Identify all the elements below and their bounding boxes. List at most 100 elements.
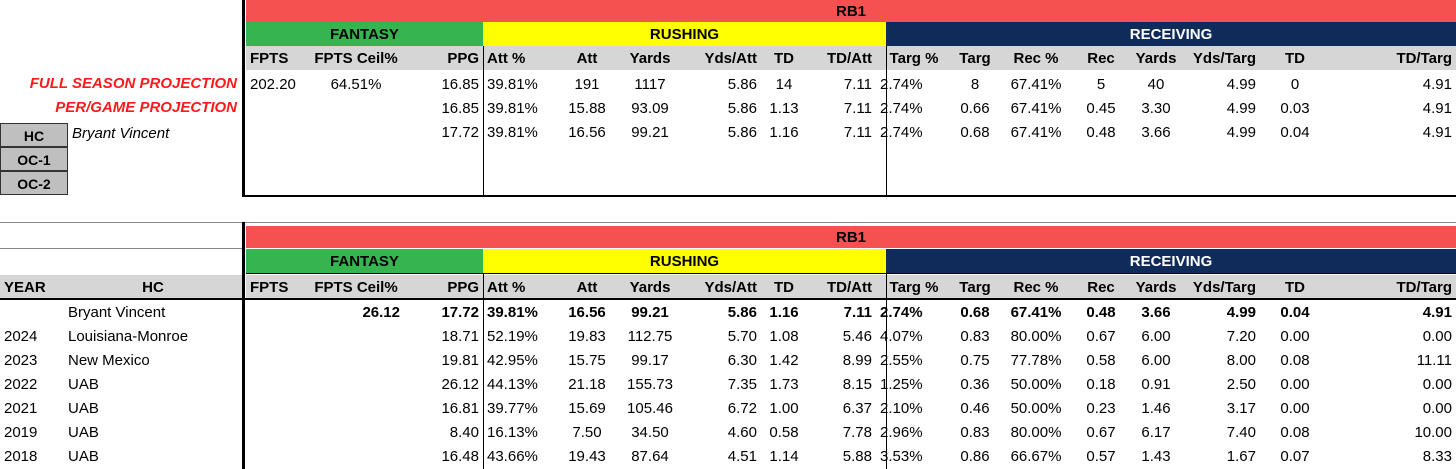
table-row: 2022 UAB 26.12 44.13% 21.18 155.73 7.35 1.73 8.1…	[0, 372, 1456, 396]
table-cell: 39.81%	[487, 75, 538, 93]
table-cell: 2.74%	[880, 303, 923, 321]
table-cell: 0.08	[1280, 423, 1310, 441]
column-header: Targ %	[889, 49, 939, 67]
bottom-left-header: YEAR HC	[0, 275, 242, 299]
bottom-fantasy-band: FANTASY	[246, 249, 483, 273]
table-row: 202.20 64.51% 16.85 39.81% 191 1117 5.86 14 7.11…	[246, 72, 1456, 96]
table-cell: 15.88	[568, 99, 606, 117]
table-cell: 7.11	[843, 303, 872, 321]
table-cell: 34.50	[631, 423, 669, 441]
table-cell: 15.75	[568, 351, 606, 369]
table-cell: 4.91	[1422, 123, 1452, 141]
table-row: 16.85 39.81% 15.88 93.09 5.86 1.13 7.11 2.74% 0.…	[246, 96, 1456, 120]
table-cell: 42.95%	[487, 351, 538, 369]
column-header: Yds/Att	[704, 49, 758, 67]
table-cell: 0.58	[1086, 351, 1116, 369]
bottom-rushing-label: RUSHING	[649, 252, 720, 270]
table-cell: 0.04	[1280, 123, 1310, 141]
table-cell: 3.17	[1226, 399, 1256, 417]
column-header: Yards	[629, 49, 671, 67]
table-cell: 6.00	[1141, 351, 1171, 369]
table-cell: 7.20	[1226, 327, 1256, 345]
year-cell: 2021	[4, 399, 38, 417]
table-cell: 67.41%	[1010, 75, 1062, 93]
table-cell: 0.58	[769, 423, 799, 441]
table-cell: 3.66	[1141, 303, 1171, 321]
column-header: Rec	[1087, 49, 1115, 67]
column-header: Rec %	[1013, 49, 1059, 67]
table-cell: 2.74%	[880, 75, 923, 93]
hc-box: HC	[0, 123, 68, 147]
table-cell: 0.08	[1280, 351, 1310, 369]
table-cell: 99.17	[631, 351, 669, 369]
bottom-column-header-row: FPTS FPTS Ceil% PPG Att % Att Yards Yds/Att TD T…	[246, 275, 1456, 299]
table-cell: 18.71	[441, 327, 479, 345]
table-cell: 19.81	[441, 351, 479, 369]
top-rushing-label: RUSHING	[649, 25, 720, 43]
table-cell: 0.57	[1086, 447, 1116, 465]
table-cell: 7.11	[843, 75, 872, 93]
table-cell: 14	[775, 75, 793, 93]
table-cell: 3.30	[1141, 99, 1171, 117]
table-cell: 0.83	[960, 423, 990, 441]
table-cell: 17.72	[441, 303, 479, 321]
column-header: FPTS Ceil%	[314, 278, 398, 296]
column-header: TD/Targ	[1396, 278, 1452, 296]
table-cell: 6.72	[727, 399, 757, 417]
table-cell: 1.42	[769, 351, 799, 369]
bottom-receiving-label: RECEIVING	[1129, 252, 1213, 270]
table-cell: 2.74%	[880, 123, 923, 141]
table-cell: 4.91	[1422, 75, 1452, 93]
table-cell: 7.50	[572, 423, 602, 441]
table-cell: 44.13%	[487, 375, 538, 393]
table-cell: 1.67	[1226, 447, 1256, 465]
column-header: Att %	[487, 278, 526, 296]
table-cell: 0.36	[960, 375, 990, 393]
column-header: Yds/Targ	[1192, 278, 1256, 296]
column-header: Yards	[629, 278, 671, 296]
top-data-rows: 202.20 64.51% 16.85 39.81% 191 1117 5.86 14 7.11…	[246, 72, 1456, 144]
table-cell: 4.91	[1422, 99, 1452, 117]
table-cell: 5.86	[727, 123, 757, 141]
table-cell: 0.00	[1422, 375, 1452, 393]
table-cell: 3.66	[1141, 123, 1171, 141]
hc-cell: UAB	[68, 447, 99, 465]
column-header: PPG	[447, 49, 479, 67]
table-cell: 0.04	[1280, 303, 1310, 321]
table-row: 17.72 39.81% 16.56 99.21 5.86 1.16 7.11 2.74% 0.…	[246, 120, 1456, 144]
table-cell: 0.83	[960, 327, 990, 345]
table-cell: 0.91	[1141, 375, 1171, 393]
table-cell: 11.11	[1416, 351, 1452, 369]
table-row: 2024 Louisiana-Monroe 18.71 52.19% 19.83 112.…	[0, 324, 1456, 348]
table-cell: 15.69	[568, 399, 606, 417]
table-cell: 99.21	[631, 123, 669, 141]
table-cell: 4.99	[1226, 75, 1256, 93]
table-cell: 0.68	[960, 123, 990, 141]
table-cell: 17.72	[441, 123, 479, 141]
table-cell: 191	[574, 75, 600, 93]
table-cell: 8.99	[842, 351, 872, 369]
column-header: Att %	[487, 49, 526, 67]
oc2-box: OC-2	[0, 171, 68, 195]
column-header: FPTS	[250, 49, 289, 67]
table-cell: 21.18	[568, 375, 606, 393]
column-header: Att	[576, 49, 598, 67]
table-cell: 7.11	[843, 99, 872, 117]
table-cell: 66.67%	[1010, 447, 1062, 465]
table-cell: 0.03	[1280, 99, 1310, 117]
hc-cell: UAB	[68, 423, 99, 441]
oc1-box: OC-1	[0, 147, 68, 171]
table-cell: 5.86	[727, 303, 757, 321]
table-cell: 8	[970, 75, 980, 93]
table-cell: 0.67	[1086, 423, 1116, 441]
column-header: Yds/Targ	[1192, 49, 1256, 67]
table-cell: 8.15	[842, 375, 872, 393]
top-rushing-band: RUSHING	[483, 22, 886, 46]
year-cell: 2019	[4, 423, 38, 441]
hc-cell: New Mexico	[68, 351, 150, 369]
table-row: 2021 UAB 16.81 39.77% 15.69 105.46 6.72 1.00 6.3…	[0, 396, 1456, 420]
column-header: Yards	[1135, 278, 1177, 296]
table-cell: 7.11	[843, 123, 872, 141]
top-column-header-row: FPTS FPTS Ceil% PPG Att % Att Yards Yds/Att TD T…	[246, 46, 1456, 70]
table-cell: 39.81%	[487, 303, 538, 321]
